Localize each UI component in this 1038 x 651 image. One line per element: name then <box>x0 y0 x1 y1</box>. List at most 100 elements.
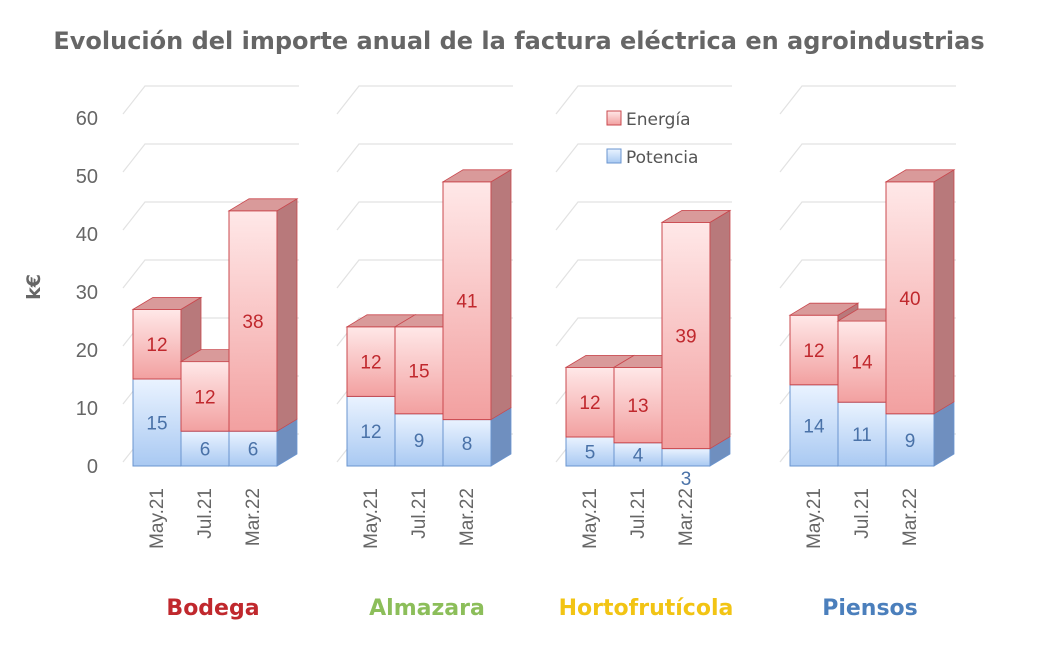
bar-energia-side <box>933 169 955 415</box>
value-label-potencia: 6 <box>248 440 259 461</box>
bar-potencia-front <box>180 430 230 467</box>
bar-energia-side <box>490 169 512 421</box>
bar-energia-front <box>837 320 887 403</box>
bar-energia-side <box>709 209 731 450</box>
category-label: May.21 <box>147 488 168 549</box>
legend-swatch-potencia <box>606 148 622 164</box>
value-label-potencia: 3 <box>681 469 692 490</box>
bar-energia-front <box>180 361 230 432</box>
bar-energia-front <box>885 181 935 415</box>
gridline <box>555 143 732 173</box>
value-label-potencia: 4 <box>633 445 644 466</box>
value-label-energia: 13 <box>627 396 648 417</box>
group-label: Almazara <box>369 596 485 621</box>
value-label-potencia: 14 <box>803 416 825 437</box>
chart-title: Evolución del importe anual de la factur… <box>53 27 984 55</box>
category-label: May.21 <box>580 488 601 549</box>
legend-label-energia: Energía <box>626 110 691 130</box>
y-tick-label: 20 <box>76 340 98 362</box>
y-tick-label: 40 <box>76 224 98 246</box>
bar-potencia-front <box>346 395 396 467</box>
value-label-energia: 38 <box>242 312 263 333</box>
value-label-potencia: 5 <box>585 443 596 464</box>
bar-energia-top <box>227 198 299 212</box>
bars <box>131 169 956 467</box>
bar-energia-front <box>661 221 711 450</box>
bar-potencia-front <box>885 413 935 467</box>
legend-swatch-energia <box>606 110 622 126</box>
gridline <box>122 143 299 173</box>
gridline <box>122 85 299 115</box>
y-axis-ticks: 0 10 20 30 40 50 60 <box>76 108 98 478</box>
group-label: Bodega <box>166 596 259 621</box>
value-label-potencia: 12 <box>360 422 381 443</box>
y-tick-label: 30 <box>76 282 98 304</box>
value-label-energia: 12 <box>194 387 215 408</box>
bar-energia-side <box>276 198 298 432</box>
bar-energia <box>441 169 513 421</box>
gridline <box>336 85 513 115</box>
y-tick-label: 0 <box>87 456 98 478</box>
bar-potencia <box>661 435 731 467</box>
value-label-energia: 12 <box>146 335 167 356</box>
bar-potencia-front <box>132 378 182 467</box>
value-label-potencia: 11 <box>852 425 872 446</box>
gridline <box>779 85 956 115</box>
category-label: Jul.21 <box>409 488 430 539</box>
value-label-energia: 41 <box>456 292 477 313</box>
value-label-potencia: 15 <box>146 414 167 435</box>
legend: Energía Potencia <box>606 110 698 168</box>
gridline <box>779 143 956 173</box>
category-label: May.21 <box>361 488 382 549</box>
bar-energia <box>884 169 956 415</box>
bar-potencia <box>442 406 512 467</box>
bar-potencia-front <box>837 401 887 467</box>
y-tick-label: 50 <box>76 166 98 188</box>
bar-energia-front <box>613 366 663 444</box>
gridline <box>336 143 513 173</box>
bar-potencia-front <box>442 419 492 467</box>
group-label: Hortofrutícola <box>559 596 734 621</box>
gridline <box>555 85 732 115</box>
value-label-energia: 12 <box>579 393 600 414</box>
category-label: Jul.21 <box>195 488 216 539</box>
category-label: May.21 <box>804 488 825 549</box>
legend-item-potencia: Potencia <box>606 148 698 168</box>
bar-energia-front <box>789 314 839 386</box>
category-label: Jul.21 <box>852 488 873 539</box>
bar-potencia <box>228 418 298 467</box>
category-label: Mar.22 <box>457 488 478 546</box>
category-label: Mar.22 <box>900 488 921 546</box>
value-label-energia: 12 <box>803 341 824 362</box>
y-tick-label: 60 <box>76 108 98 130</box>
y-axis-label: k€ <box>23 274 45 300</box>
legend-item-energia: Energía <box>606 110 691 130</box>
bar-potencia-front <box>661 448 711 467</box>
bar-energia-top <box>660 209 732 223</box>
bar-energia <box>660 209 732 450</box>
value-label-potencia: 6 <box>200 440 211 461</box>
value-label-energia: 39 <box>675 327 696 348</box>
category-label: Mar.22 <box>243 488 264 546</box>
bar-energia-top <box>441 169 513 183</box>
value-label-potencia: 9 <box>905 431 916 452</box>
bar-energia-top <box>131 296 203 310</box>
value-label-energia: 40 <box>899 289 920 310</box>
bar-energia <box>227 198 299 432</box>
legend-label-potencia: Potencia <box>626 148 698 168</box>
value-label-potencia: 8 <box>462 434 473 455</box>
value-label-energia: 12 <box>360 353 381 374</box>
value-label-potencia: 9 <box>414 431 425 452</box>
bar-energia-top <box>884 169 956 183</box>
group-label: Piensos <box>822 596 918 621</box>
bar-energia-front <box>442 181 492 421</box>
category-label: Mar.22 <box>676 488 697 546</box>
value-label-energia: 14 <box>851 353 873 374</box>
bar-energia-front <box>228 210 278 432</box>
y-tick-label: 10 <box>76 398 98 420</box>
gridline <box>555 201 732 231</box>
bar-energia-front <box>394 326 444 415</box>
value-label-energia: 15 <box>408 361 429 382</box>
bar-energia-top <box>788 302 860 316</box>
